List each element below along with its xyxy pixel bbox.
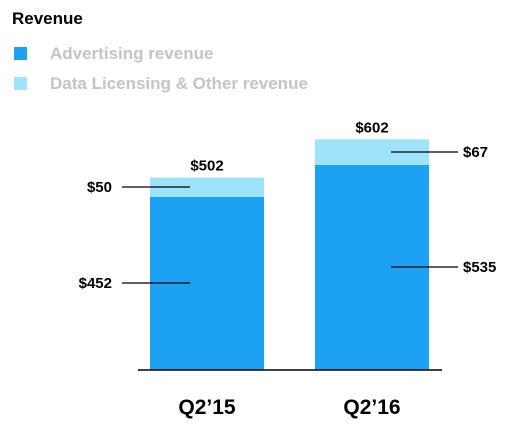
value-label-q2-15-0: $452 bbox=[79, 275, 112, 292]
labels-group: $452 $50 $502 Q2’15 $535 $67 $602 Q2’16 bbox=[79, 119, 497, 419]
total-label-q2-16: $602 bbox=[355, 119, 388, 136]
legend-label-advertising: Advertising revenue bbox=[50, 44, 213, 63]
value-label-q2-16-1: $67 bbox=[463, 144, 488, 161]
category-label-q2-15: Q2’15 bbox=[178, 396, 236, 419]
chart-title: Revenue bbox=[12, 9, 83, 28]
category-label-q2-16: Q2’16 bbox=[343, 396, 400, 419]
legend: Advertising revenue Data Licensing & Oth… bbox=[14, 44, 308, 93]
bar-q2-15-data-licensing bbox=[150, 177, 264, 197]
total-label-q2-15: $502 bbox=[190, 158, 223, 175]
legend-label-data-licensing: Data Licensing & Other revenue bbox=[50, 74, 308, 93]
legend-swatch-advertising bbox=[14, 47, 27, 60]
value-label-q2-16-0: $535 bbox=[463, 259, 496, 276]
value-label-q2-15-1: $50 bbox=[87, 179, 112, 196]
legend-swatch-data-licensing bbox=[14, 77, 27, 90]
